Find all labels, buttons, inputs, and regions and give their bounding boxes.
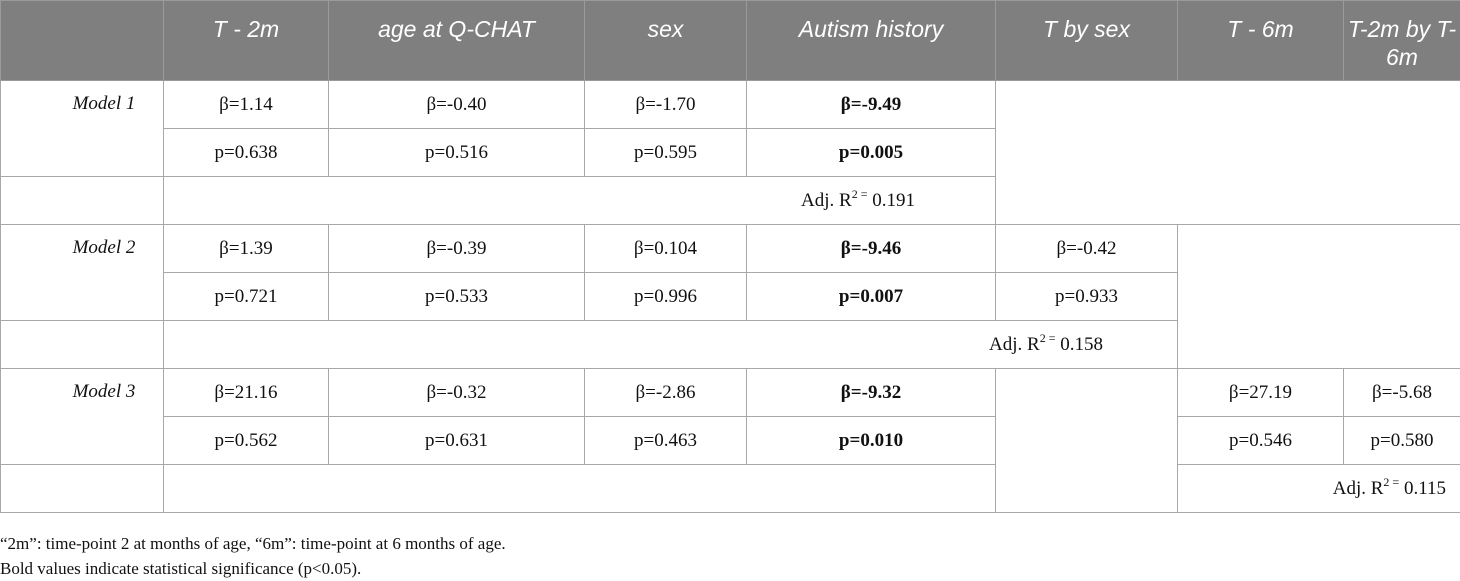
table-cell: β=-5.68 xyxy=(1344,369,1460,417)
empty-cell xyxy=(164,465,996,513)
table-cell: p=0.595 xyxy=(585,129,747,177)
header-autism-history: Autism history xyxy=(747,1,996,81)
model-2-label: Model 2 xyxy=(1,225,164,321)
header-row: T - 2m age at Q-CHAT sex Autism history … xyxy=(1,1,1460,81)
adj-r2-model-1: Adj. R2 = 0.191 xyxy=(164,177,996,225)
model-1-label: Model 1 xyxy=(1,81,164,177)
table-cell: p=0.516 xyxy=(329,129,585,177)
header-t-6m: T - 6m xyxy=(1178,1,1344,81)
table-cell: p=0.721 xyxy=(164,273,329,321)
regression-table: T - 2m age at Q-CHAT sex Autism history … xyxy=(0,0,1460,513)
table-cell: β=-0.42 xyxy=(996,225,1178,273)
table-row: Adj. R2 = 0.115 xyxy=(1,465,1460,513)
table-cell: β=21.16 xyxy=(164,369,329,417)
footnote-abbreviations: “2m”: time-point 2 at months of age, “6m… xyxy=(0,531,506,556)
empty-cell xyxy=(1,321,164,369)
table-cell: β=0.104 xyxy=(585,225,747,273)
table-cell: p=0.562 xyxy=(164,417,329,465)
table-cell-significant: β=-9.46 xyxy=(747,225,996,273)
table-row: Model 2 β=1.39 β=-0.39 β=0.104 β=-9.46 β… xyxy=(1,225,1460,273)
header-t-2m: T - 2m xyxy=(164,1,329,81)
table-row: Model 3 β=21.16 β=-0.32 β=-2.86 β=-9.32 … xyxy=(1,369,1460,417)
table-cell: p=0.631 xyxy=(329,417,585,465)
table-cell-significant: p=0.010 xyxy=(747,417,996,465)
empty-cell xyxy=(1,465,164,513)
table-cell: β=-0.32 xyxy=(329,369,585,417)
header-t2m-by-t6m: T-2m by T-6m xyxy=(1344,1,1460,81)
adj-r2-model-3: Adj. R2 = 0.115 xyxy=(1178,465,1460,513)
table-cell: p=0.533 xyxy=(329,273,585,321)
table-cell-significant: p=0.007 xyxy=(747,273,996,321)
table-cell: β=-2.86 xyxy=(585,369,747,417)
empty-cell xyxy=(996,81,1460,225)
table-cell: β=1.39 xyxy=(164,225,329,273)
table-cell: p=0.933 xyxy=(996,273,1178,321)
table-cell: β=-0.39 xyxy=(329,225,585,273)
footnote-bold-significance: Bold values indicate statistical signifi… xyxy=(0,556,506,581)
empty-cell xyxy=(1,177,164,225)
table-cell: β=-0.40 xyxy=(329,81,585,129)
empty-cell xyxy=(1178,225,1460,369)
model-3-label: Model 3 xyxy=(1,369,164,465)
table-row: Model 1 β=1.14 β=-0.40 β=-1.70 β=-9.49 xyxy=(1,81,1460,129)
header-blank xyxy=(1,1,164,81)
header-age-at-qchat: age at Q-CHAT xyxy=(329,1,585,81)
table-cell: p=0.996 xyxy=(585,273,747,321)
table-cell: p=0.580 xyxy=(1344,417,1460,465)
table-cell: p=0.463 xyxy=(585,417,747,465)
header-sex: sex xyxy=(585,1,747,81)
table-cell: β=27.19 xyxy=(1178,369,1344,417)
table-cell-significant: β=-9.32 xyxy=(747,369,996,417)
table-cell: β=-1.70 xyxy=(585,81,747,129)
table-cell: β=1.14 xyxy=(164,81,329,129)
table-cell: p=0.546 xyxy=(1178,417,1344,465)
empty-cell xyxy=(996,369,1178,513)
table-cell-significant: β=-9.49 xyxy=(747,81,996,129)
table-row: p=0.562 p=0.631 p=0.463 p=0.010 p=0.546 … xyxy=(1,417,1460,465)
header-t-by-sex: T by sex xyxy=(996,1,1178,81)
table-cell: p=0.638 xyxy=(164,129,329,177)
adj-r2-model-2: Adj. R2 = 0.158 xyxy=(164,321,1178,369)
table-cell-significant: p=0.005 xyxy=(747,129,996,177)
table-footnotes: “2m”: time-point 2 at months of age, “6m… xyxy=(0,531,506,581)
